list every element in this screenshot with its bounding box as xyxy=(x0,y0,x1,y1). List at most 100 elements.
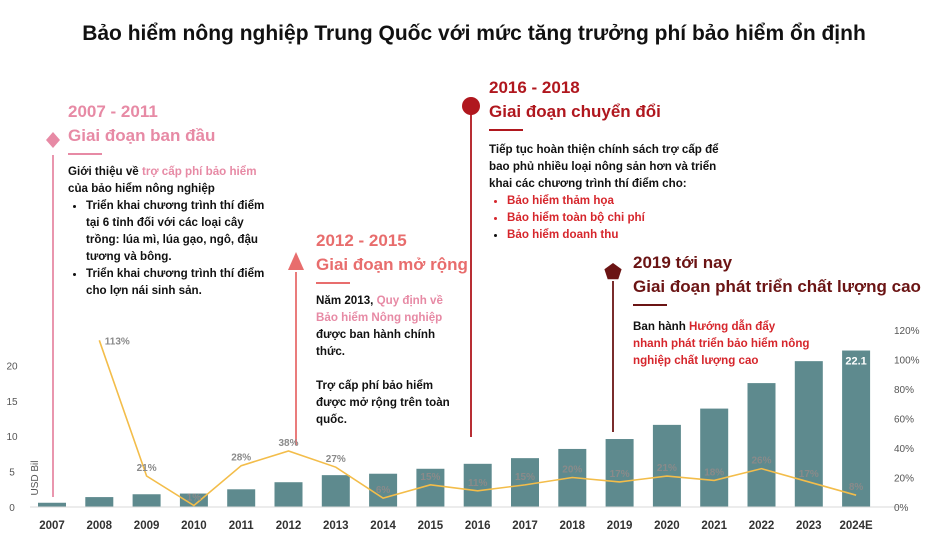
growth-label: 15% xyxy=(420,472,440,483)
phase-4-rule xyxy=(633,304,667,306)
growth-label: 17% xyxy=(610,469,630,480)
growth-label: 21% xyxy=(137,463,157,474)
bar-2012 xyxy=(274,482,303,507)
phase-4-highlight: Hướng dẫn đẩy nhanh phát triển bảo hiểm … xyxy=(633,320,810,367)
phase-1-years: 2007 - 2011 xyxy=(68,102,158,121)
x-tick-label: 2013 xyxy=(323,520,349,532)
bar-2014 xyxy=(369,473,398,507)
pentagon-marker-icon xyxy=(604,263,622,280)
y-tick-label: 10 xyxy=(6,432,18,443)
page-title: Bảo hiểm nông nghiệp Trung Quốc với mức … xyxy=(82,22,866,45)
x-tick-label: 2015 xyxy=(418,520,444,532)
circle-marker-icon xyxy=(462,97,480,115)
bar-2017 xyxy=(511,458,539,507)
phase-2-header: 2012 - 2015 Giai đoạn mở rộng xyxy=(316,231,468,284)
phase-3-bullet: Bảo hiểm thảm họa xyxy=(507,192,724,209)
phase-3-name: Giai đoạn chuyển đổi xyxy=(489,102,661,121)
x-tick-label: 2014 xyxy=(370,520,396,532)
phase-2-description: Năm 2013, Quy định về Bảo hiểm Nông nghi… xyxy=(316,292,456,428)
bar-2020 xyxy=(652,424,681,507)
growth-label: 28% xyxy=(231,453,251,464)
y2-tick-label: 0% xyxy=(894,503,909,514)
growth-line xyxy=(98,340,857,507)
growth-label: 21% xyxy=(657,463,677,474)
phase-1-name: Giai đoạn ban đầu xyxy=(68,126,216,145)
x-tick-label: 2023 xyxy=(796,520,822,532)
triangle-marker-icon xyxy=(288,252,304,270)
y-tick-label: 5 xyxy=(9,468,15,479)
x-tick-label: 2010 xyxy=(181,520,207,532)
phase-1-description: Giới thiệu về trợ cấp phí bảo hiểm của b… xyxy=(68,163,268,299)
x-tick-label: 2012 xyxy=(276,520,302,532)
x-tick-label: 2007 xyxy=(39,520,65,532)
phase-1-intro: Giới thiệu về xyxy=(68,165,142,178)
x-tick-label: 2017 xyxy=(512,520,538,532)
y2-tick-label: 120% xyxy=(894,326,920,337)
bar-2009 xyxy=(132,494,161,507)
phase-4-header: 2019 tới nay Giai đoạn phát triển chất l… xyxy=(633,253,921,306)
y2-tick-label: 60% xyxy=(894,415,914,426)
phase-4-text: Ban hành xyxy=(633,320,690,333)
growth-label: 20% xyxy=(562,465,582,476)
phase-2-text: Năm 2013, xyxy=(316,294,377,307)
y2-tick-label: 40% xyxy=(894,444,914,455)
growth-label: 26% xyxy=(751,456,771,467)
phase-2-years: 2012 - 2015 xyxy=(316,231,407,250)
phase-3-bullet: Bảo hiểm doanh thu xyxy=(507,226,724,243)
growth-label: 27% xyxy=(326,454,346,465)
growth-label: 1% xyxy=(187,493,202,504)
phase-3-rule xyxy=(489,129,523,131)
growth-label: 113% xyxy=(105,336,130,347)
x-tick-label: 2018 xyxy=(560,520,586,532)
phase-1-rule xyxy=(68,153,102,155)
phase-4-years: 2019 tới nay xyxy=(633,253,733,272)
phase-1-intro-cont: của bảo hiểm nông nghiệp xyxy=(68,182,215,195)
x-tick-label: 2011 xyxy=(229,520,255,532)
x-tick-label: 2020 xyxy=(654,520,680,532)
growth-label: 15% xyxy=(515,472,535,483)
phase-4-description: Ban hành Hướng dẫn đẩy nhanh phát triển … xyxy=(633,318,813,369)
bar-value-label: 22.1 xyxy=(845,356,866,368)
bar-2019 xyxy=(605,439,634,507)
bar-2022 xyxy=(747,383,776,507)
phase-1-highlight: trợ cấp phí bảo hiểm xyxy=(141,165,257,178)
x-tick-label: 2021 xyxy=(701,520,727,532)
phase-1-header: 2007 - 2011 Giai đoạn ban đầu xyxy=(68,102,215,155)
y-tick-label: 0 xyxy=(9,503,15,514)
phase-3-header: 2016 - 2018 Giai đoạn chuyển đổi xyxy=(489,78,661,131)
phase-2-rule xyxy=(316,282,350,284)
bar-2013 xyxy=(321,475,350,507)
y-tick-label: 15 xyxy=(6,397,18,408)
growth-label: 8% xyxy=(849,482,864,493)
bar-2011 xyxy=(227,489,256,507)
growth-label: 18% xyxy=(704,467,724,478)
phase-2-name: Giai đoạn mở rộng xyxy=(316,255,468,274)
x-tick-label: 2016 xyxy=(465,520,491,532)
bar-2008 xyxy=(85,497,114,507)
bar-2007 xyxy=(38,502,66,507)
growth-label: 6% xyxy=(376,485,391,496)
x-tick-label: 2009 xyxy=(134,520,160,532)
x-tick-label: 2022 xyxy=(749,520,775,532)
x-tick-label: 2008 xyxy=(87,520,113,532)
phase-3-description: Tiếp tục hoàn thiện chính sách trợ cấp đ… xyxy=(489,141,724,243)
phase-3-intro: Tiếp tục hoàn thiện chính sách trợ cấp đ… xyxy=(489,143,719,190)
diamond-marker-icon xyxy=(46,132,60,148)
bar-2021 xyxy=(700,408,729,507)
y2-tick-label: 80% xyxy=(894,385,914,396)
phase-2-highlight: Quy định về Bảo hiểm Nông nghiệp xyxy=(316,294,443,324)
y-tick-label: 20 xyxy=(6,361,18,372)
phase-2-paragraph: Trợ cấp phí bảo hiểm được mở rộng trên t… xyxy=(316,379,450,426)
y2-tick-label: 20% xyxy=(894,474,914,485)
phase-2-text-cont: được ban hành chính thức. xyxy=(316,328,436,358)
growth-label: 38% xyxy=(278,438,298,449)
bar-2024E xyxy=(842,350,871,507)
phase-4-name: Giai đoạn phát triển chất lượng cao xyxy=(633,277,921,296)
x-tick-label: 2019 xyxy=(607,520,633,532)
phase-3-bullet: Bảo hiểm toàn bộ chi phí xyxy=(507,209,724,226)
bar-2016 xyxy=(463,463,492,507)
y-axis-label: USD Bil xyxy=(30,460,41,495)
y2-tick-label: 100% xyxy=(894,356,920,367)
